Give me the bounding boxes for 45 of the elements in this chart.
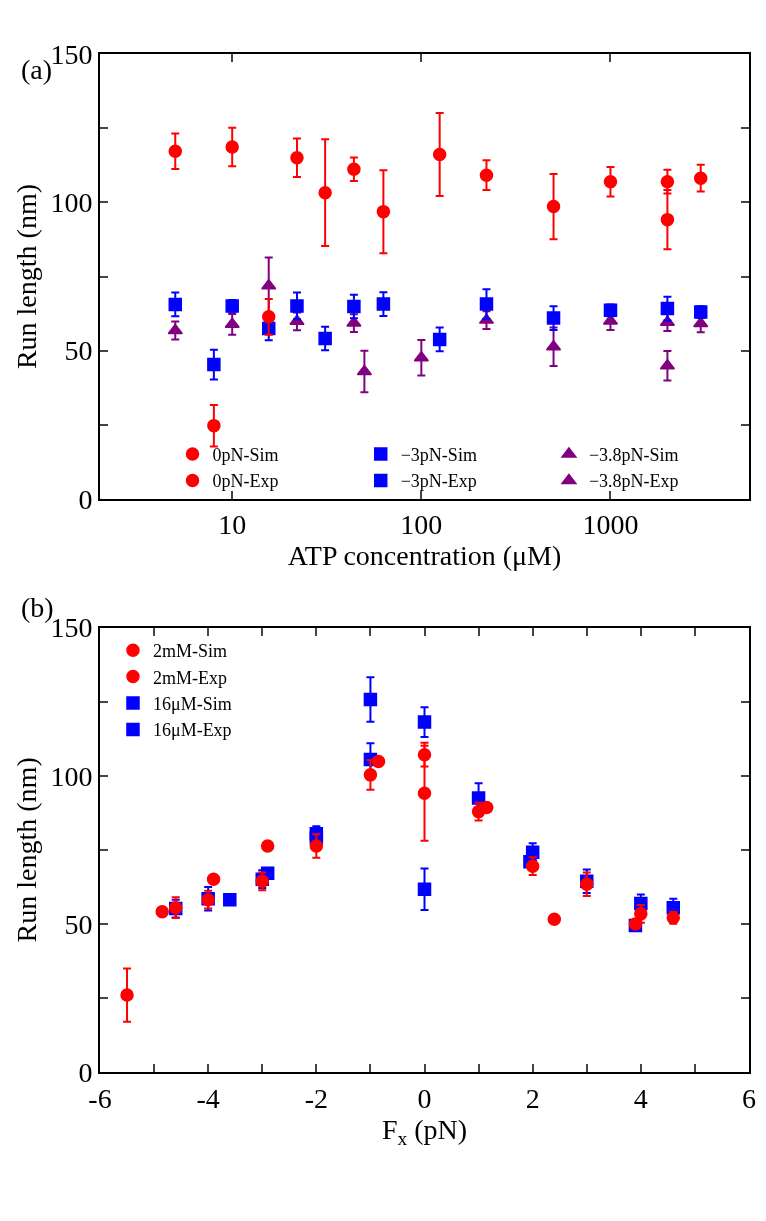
x-tick-label: 0 <box>417 1082 432 1114</box>
point <box>363 768 378 782</box>
legend-label: 2mM-Exp <box>152 667 227 688</box>
point <box>363 692 378 707</box>
point <box>417 786 432 800</box>
x-axis-title: ATP concentration (μM) <box>287 540 562 572</box>
y-axis-title: Run length (nm) <box>10 184 42 370</box>
x-tick-label: -4 <box>196 1082 220 1114</box>
x-axis-title: F$_{x}$ (pN) <box>381 1113 468 1149</box>
y-tick-label: 100 <box>50 760 93 792</box>
legend-label: −3.8pN-Exp <box>588 471 679 492</box>
point <box>260 839 275 853</box>
point <box>155 905 169 919</box>
legend-label: −3pN-Exp <box>400 471 477 492</box>
legend-label: −3pN-Sim <box>400 445 477 466</box>
y-tick-label: 150 <box>50 39 93 71</box>
point <box>417 882 432 897</box>
legend-label: 16μM-Sim <box>152 694 232 715</box>
point <box>120 988 134 1002</box>
legend-label: 0pN-Sim <box>212 445 279 466</box>
y-tick-label: 0 <box>78 483 93 515</box>
y-axis-title: Run length (nm) <box>10 757 42 943</box>
x-tick-label: 1000 <box>582 509 639 541</box>
x-tick-label: -2 <box>304 1082 328 1114</box>
point <box>417 747 432 762</box>
point <box>547 912 562 926</box>
point <box>223 892 237 907</box>
point <box>371 754 386 769</box>
y-tick-label: 50 <box>64 908 93 940</box>
x-tick-label: 10 <box>218 509 247 541</box>
point <box>417 715 432 729</box>
legend-label: 2mM-Sim <box>152 641 227 662</box>
legend-label: 16μM-Exp <box>152 720 232 741</box>
x-tick-label: 2 <box>525 1082 540 1114</box>
point <box>525 859 540 873</box>
point <box>309 839 324 853</box>
y-tick-label: 100 <box>50 187 93 219</box>
y-tick-label: 50 <box>64 335 93 367</box>
x-tick-label: 4 <box>633 1082 648 1114</box>
chart-title: (a) <box>21 54 53 85</box>
legend-label: 0pN-Exp <box>212 471 279 492</box>
x-tick-label: 100 <box>400 509 443 541</box>
point <box>206 872 221 886</box>
legend-label: −3.8pN-Sim <box>588 445 679 466</box>
x-tick-label: 6 <box>742 1082 756 1114</box>
